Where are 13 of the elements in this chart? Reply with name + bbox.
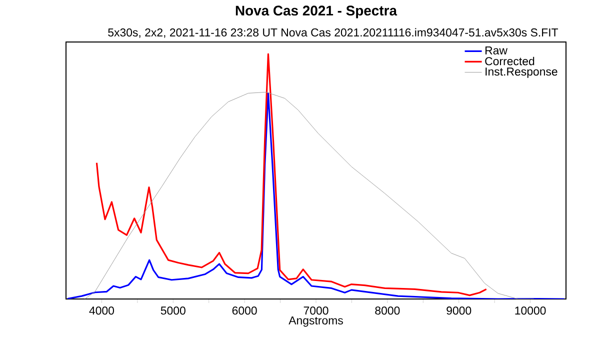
x-tick-label: 5000: [160, 306, 186, 315]
x-axis-title: Angstroms: [288, 316, 343, 327]
x-tick-label: 7000: [304, 306, 328, 315]
legend-label: Raw: [486, 46, 508, 54]
legend-label: Corrected: [485, 56, 534, 66]
x-tick-label: 6000: [232, 306, 257, 315]
x-tick-label: 8000: [375, 306, 400, 315]
chart-subtitle: 5x30s, 2x2, 2021-11-16 23:28 UT Nova Cas 2021.20211116.im934047-51.av5x30s S.FIT: [108, 28, 558, 38]
legend-label: Inst.Response: [486, 68, 558, 78]
x-tick-label: 10000: [515, 306, 546, 315]
chart-title: Nova Cas 2021 - Spectra: [236, 6, 398, 18]
x-tick-label: 4000: [89, 306, 114, 315]
x-tick-label: 9000: [446, 306, 472, 315]
